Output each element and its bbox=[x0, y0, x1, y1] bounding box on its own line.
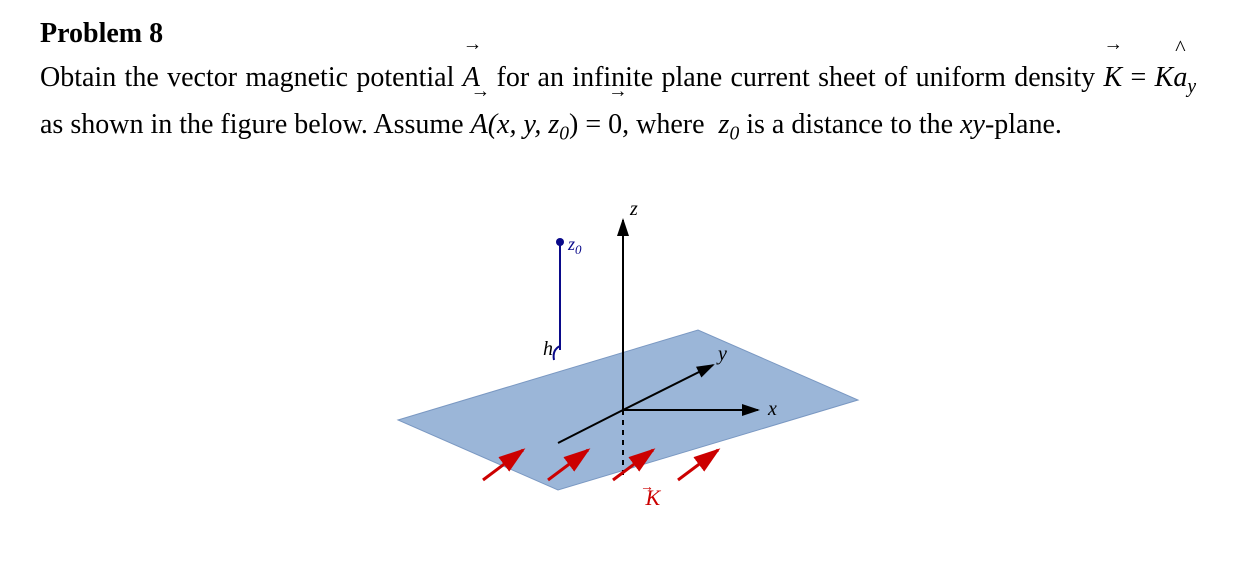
text-frag: , where bbox=[622, 109, 711, 140]
text-frag: Obtain the vector magnetic potential bbox=[40, 62, 463, 93]
subscript-y: y bbox=[1187, 77, 1196, 98]
problem-body: Obtain the vector magnetic potential →A … bbox=[40, 56, 1196, 150]
vector-zero: →0 bbox=[608, 103, 622, 146]
var-z: z bbox=[719, 109, 730, 140]
label-x: x bbox=[767, 398, 777, 420]
text-frag: is a distance to the bbox=[746, 109, 960, 140]
figure-container: h z y x z0 → K bbox=[40, 160, 1196, 520]
current-arrow bbox=[678, 450, 718, 480]
text-frag: for an infinite plane current sheet of u… bbox=[497, 62, 1104, 93]
label-z: z bbox=[629, 198, 638, 220]
figure-svg: h z y x z0 → K bbox=[338, 160, 898, 520]
vector-K: →K bbox=[1103, 56, 1122, 99]
args2: ) = bbox=[569, 109, 608, 140]
text-frag: -plane. bbox=[985, 109, 1062, 140]
h-label: h bbox=[543, 338, 553, 360]
unit-ay: ^a bbox=[1173, 56, 1187, 99]
subscript-0b: 0 bbox=[729, 124, 739, 145]
text-frag: as shown in the figure below. Assume bbox=[40, 109, 471, 140]
z0-dot bbox=[556, 238, 564, 246]
label-y: y bbox=[716, 343, 727, 365]
args: (x, y, z bbox=[488, 109, 560, 140]
text-frag: = bbox=[1131, 62, 1155, 93]
label-K: → K bbox=[640, 471, 662, 510]
subscript-0: 0 bbox=[559, 124, 569, 145]
scalar-K: K bbox=[1155, 62, 1174, 93]
xy: xy bbox=[960, 109, 985, 140]
vector-A2: →A bbox=[471, 103, 488, 146]
problem-title: Problem 8 bbox=[40, 18, 1196, 50]
label-z0: z0 bbox=[567, 234, 582, 257]
